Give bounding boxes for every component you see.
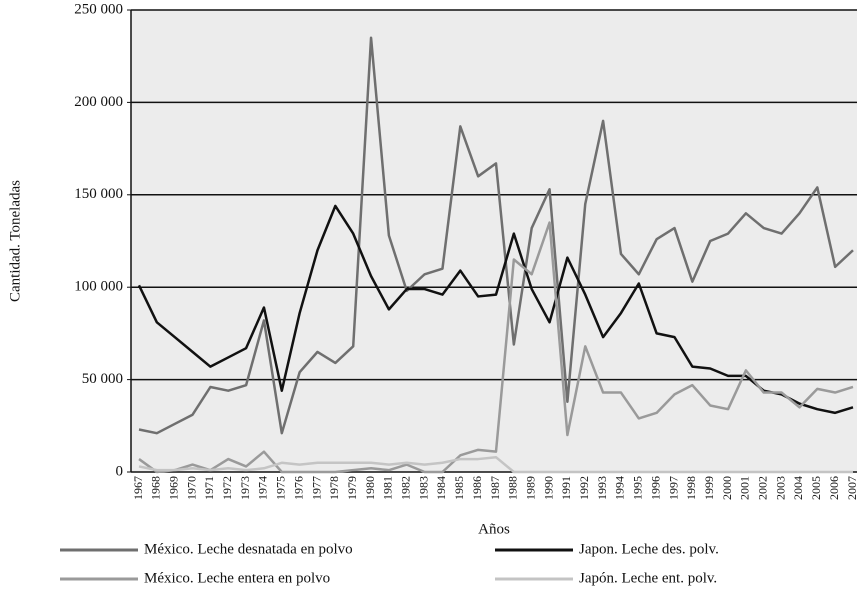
x-axis-label: Años	[478, 521, 510, 537]
x-tick-label: 2007	[845, 476, 859, 500]
x-tick-label: 2004	[791, 476, 805, 500]
x-tick-label: 1980	[363, 476, 377, 500]
x-tick-label: 1993	[595, 476, 609, 500]
x-tick-label: 1977	[309, 476, 323, 500]
x-tick-label: 1990	[541, 476, 555, 500]
x-tick-label: 1971	[202, 476, 216, 500]
x-tick-label: 1975	[274, 476, 288, 500]
x-tick-label: 1976	[291, 476, 305, 500]
x-tick-label: 1989	[523, 476, 537, 500]
x-tick-label: 1984	[434, 476, 448, 500]
x-tick-label: 1985	[452, 476, 466, 500]
y-tick-label: 250 000	[74, 1, 123, 17]
x-tick-label: 1986	[470, 476, 484, 500]
y-tick-label: 150 000	[74, 186, 123, 202]
x-tick-label: 1996	[648, 476, 662, 500]
series-line	[138, 221, 854, 474]
x-tick-label: 1987	[488, 476, 502, 500]
x-tick-label: 1969	[166, 476, 180, 500]
x-tick-label: 1974	[256, 476, 270, 500]
x-tick-label: 1994	[613, 476, 627, 500]
series-line	[137, 204, 854, 415]
x-tick-label: 2002	[756, 476, 770, 500]
legend-label: Japon. Leche des. polv.	[579, 541, 719, 557]
x-tick-label: 2000	[720, 476, 734, 500]
x-tick-label: 1978	[327, 476, 341, 500]
x-tick-label: 1988	[506, 476, 520, 500]
x-tick-label: 1972	[220, 476, 234, 500]
y-axis-label: Cantidad. Toneladas	[7, 180, 23, 302]
x-tick-label: 1970	[184, 476, 198, 500]
x-tick-label: 1982	[399, 476, 413, 500]
x-tick-label: 2005	[809, 476, 823, 500]
x-tick-label: 1983	[416, 476, 430, 500]
y-tick-label: 100 000	[74, 279, 123, 295]
x-tick-label: 2006	[827, 476, 841, 500]
x-tick-label: 1995	[631, 476, 645, 500]
x-tick-label: 2003	[773, 476, 787, 500]
x-tick-label: 2001	[738, 476, 752, 500]
x-tick-label: 1997	[666, 476, 680, 500]
y-tick-label: 0	[116, 463, 124, 479]
series-line	[138, 455, 853, 474]
x-tick-label: 1973	[238, 476, 252, 500]
series-line	[138, 36, 854, 435]
x-tick-label: 1999	[702, 476, 716, 500]
x-tick-label: 1981	[381, 476, 395, 500]
x-tick-label: 1998	[684, 476, 698, 500]
x-tick-label: 1979	[345, 476, 359, 500]
x-tick-label: 1967	[131, 476, 145, 500]
legend-label: Japón. Leche ent. polv.	[579, 570, 717, 586]
x-tick-label: 1991	[559, 476, 573, 500]
x-tick-label: 1968	[149, 476, 163, 500]
legend-label: México. Leche desnatada en polvo	[144, 541, 353, 557]
plot-area	[131, 10, 857, 472]
legend-label: México. Leche entera en polvo	[144, 570, 330, 586]
x-tick-label: 1992	[577, 476, 591, 500]
y-tick-label: 200 000	[74, 94, 123, 110]
y-tick-label: 50 000	[82, 371, 123, 387]
